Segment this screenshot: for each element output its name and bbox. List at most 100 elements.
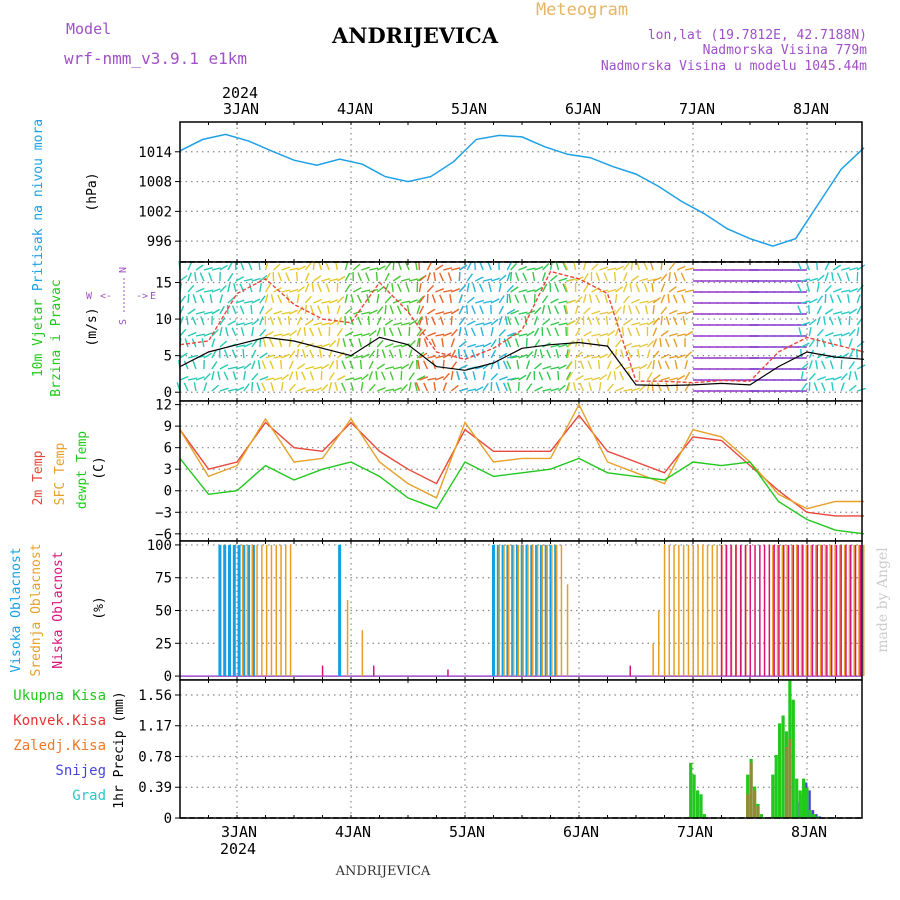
wind-barb [824,308,834,315]
wind-barb [243,278,253,282]
wind-barb [423,338,429,348]
cloud-bar [819,544,822,676]
y-tick-label: 25 [155,636,172,652]
wind-barb [295,371,299,381]
wind-barb [281,353,290,359]
wind-barb [575,296,583,304]
wind-barb [668,377,678,381]
wind-barb [845,272,850,282]
wind-barb [646,360,653,370]
wind-barb [588,382,593,392]
wind-barb [681,294,686,304]
y-tick-label: 50 [155,604,172,620]
wind-barb [828,338,834,348]
wind-barb [538,371,544,381]
wind-barb [607,267,617,271]
wind-barb [623,388,633,392]
cloud-bar [858,544,860,676]
wind-barb [321,363,330,370]
wind-barb [558,300,568,304]
wind-barb [466,283,470,293]
wind-barb [606,338,610,348]
wind-barb [557,370,560,381]
cloud-bar [508,544,510,676]
wind-barb [490,327,494,337]
wind-barb [417,359,421,370]
wind-barb [472,283,476,293]
wind-barb [243,383,250,392]
wind-barb [615,265,624,271]
wind-barb [219,364,229,370]
wind-barb [652,360,655,370]
legend-total-rain: Ukupna Kisa [13,688,106,704]
wind-barb [466,304,468,315]
wind-barb [458,340,467,348]
wind-barb [496,359,500,370]
wind-barb [664,338,670,348]
wind-barb [269,316,275,326]
wind-barb [565,305,569,315]
wind-barb [179,375,189,381]
precip-snow-bar [815,814,818,818]
wind-barb [232,371,237,381]
wind-barb [203,352,212,359]
wind-compass-rose: W <- -> E N S [86,267,156,325]
wind-barb [526,267,536,271]
wind-barb [514,294,520,304]
wind-barb [375,271,378,282]
wind-barb [651,283,654,293]
wind-barb [243,370,247,381]
wind-barb [636,261,641,271]
wind-barb [510,286,519,293]
precip-total-bar [774,754,778,818]
wind-gust-line [179,270,865,384]
wind-barb [248,283,253,293]
wind-barb [475,344,485,348]
wind-barb [336,375,346,381]
wind-barb [668,286,677,293]
wind-barb [273,263,281,271]
wind-barb [219,285,227,293]
wind-barb [309,349,315,359]
wind-barb [227,261,233,271]
wind-barb [187,377,197,381]
wind-barb [442,352,452,359]
wind-barb [816,316,821,326]
cloud-bar [232,544,236,676]
wind-barb [458,348,460,359]
wind-barb [574,305,579,315]
wind-barb [828,316,834,326]
wind-barb [405,283,410,293]
wind-barb [668,355,679,359]
wind-barb [459,387,469,392]
wind-barb [800,348,802,359]
cloud-bar [237,544,241,676]
wind-barb [652,305,655,315]
cloud-bar [246,544,249,676]
wind-barb [595,272,601,282]
wind-barb [376,339,384,348]
wind-barb [193,382,197,392]
wind-ylabel-line2: Brzina i Pravac [49,279,64,396]
wind-barb [368,350,376,359]
wind-barb [187,308,196,315]
wind-barb [313,298,322,304]
wind-barb [320,384,329,392]
cloud-bar [797,544,799,676]
wind-barb [684,310,694,315]
wind-barb [800,371,804,381]
wind-barb [856,364,866,370]
wind-barb [674,360,678,370]
wind-barb [534,386,543,392]
wind-barb [816,283,820,293]
wind-barb [684,330,694,337]
mid-cloud-ylabel: Srednja Oblacnost [29,543,44,676]
cloud-bar [834,544,836,676]
precip-convective-bar [784,747,789,818]
legend-freezing-rain: Zaledj.Kisa [13,738,106,754]
wind-barb [384,283,389,293]
wind-barb [832,264,842,271]
cloud-bar [824,544,827,676]
wind-barb [805,261,810,271]
y-tick-label: 996 [147,234,172,250]
